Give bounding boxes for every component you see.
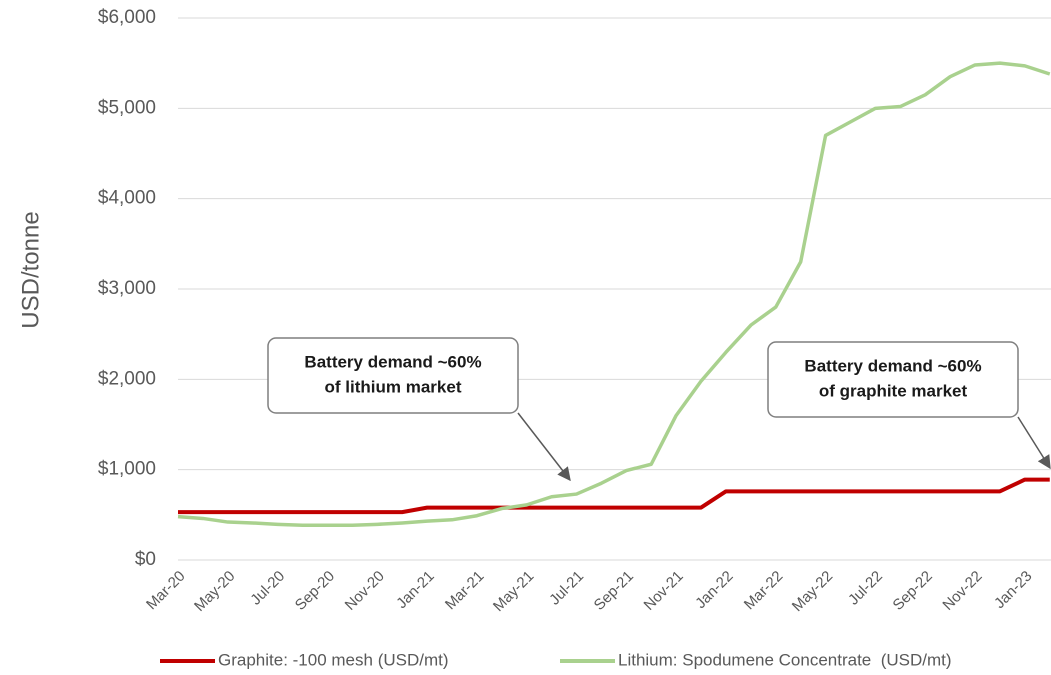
x-tick-label: Sep-21: [591, 568, 637, 614]
annotation-text: Battery demand ~60%: [304, 352, 481, 371]
x-tick-label: Jul-21: [546, 568, 587, 609]
series-line: [177, 61, 1051, 527]
y-tick-label: $4,000: [98, 188, 156, 209]
legend-label: Graphite: -100 mesh (USD/mt): [218, 650, 449, 669]
annotation-box: [767, 341, 1019, 418]
x-tick-label: Mar-20: [143, 568, 189, 614]
annotation-arrow: [517, 412, 571, 482]
x-tick-label: Sep-22: [890, 568, 936, 614]
annotation-text: of graphite market: [819, 381, 968, 400]
annotation-arrow: [1017, 416, 1051, 470]
x-tick-label: May-20: [191, 568, 238, 615]
y-tick-label: $6,000: [98, 7, 156, 28]
x-tick-label: Jan-22: [692, 568, 736, 612]
y-tick-label: $0: [135, 549, 156, 570]
x-tick-label: Jul-22: [845, 568, 886, 609]
legend-label: Lithium: Spodumene Concentrate (USD/mt): [618, 650, 952, 669]
annotation-text: of lithium market: [325, 377, 462, 396]
x-tick-label: Mar-22: [741, 568, 787, 614]
x-tick-label: Sep-20: [292, 568, 338, 614]
y-tick-label: $1,000: [98, 459, 156, 480]
x-tick-label: Nov-21: [641, 568, 687, 614]
y-tick-label: $5,000: [98, 97, 156, 118]
x-tick-label: Jan-21: [393, 568, 437, 612]
annotation-box: [267, 337, 519, 414]
x-tick-label: Jul-20: [247, 568, 288, 609]
x-tick-label: Jan-23: [991, 568, 1035, 612]
x-tick-label: Nov-20: [342, 568, 388, 614]
y-tick-label: $2,000: [98, 368, 156, 389]
x-tick-label: May-22: [789, 568, 836, 615]
y-axis-label: USD/tonne: [17, 211, 44, 328]
y-tick-label: $3,000: [98, 278, 156, 299]
x-tick-label: Mar-21: [442, 568, 488, 614]
series-line: [178, 477, 1050, 515]
x-tick-label: Nov-22: [939, 568, 985, 614]
x-tick-label: May-21: [490, 568, 537, 615]
plot-area: $0 $1,000 $2,000 $3,000 $4,000 $5,000 $6,000 Ma…: [98, 7, 1051, 615]
annotation-text: Battery demand ~60%: [804, 356, 981, 375]
